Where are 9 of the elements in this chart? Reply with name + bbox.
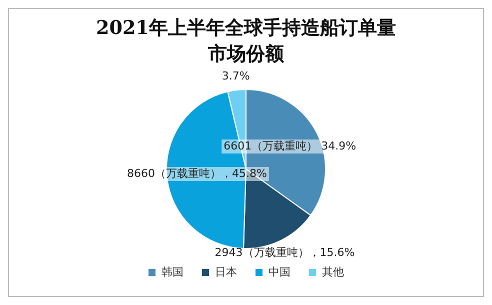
legend-label: 日本 <box>215 265 237 278</box>
data-label: 2943（万载重吨），15.6% <box>214 246 355 259</box>
data-label: 8660（万载重吨），45.8% <box>126 166 267 180</box>
data-label: 6601（万载重吨） 34.9% <box>224 139 356 152</box>
data-label: 3.7% <box>222 69 250 82</box>
legend-label: 其他 <box>322 265 344 278</box>
legend-label: 韩国 <box>162 265 184 278</box>
chart-title: 2021年上半年全球手持造船订单量市场份额 <box>96 16 396 67</box>
legend-label: 中国 <box>268 265 290 278</box>
